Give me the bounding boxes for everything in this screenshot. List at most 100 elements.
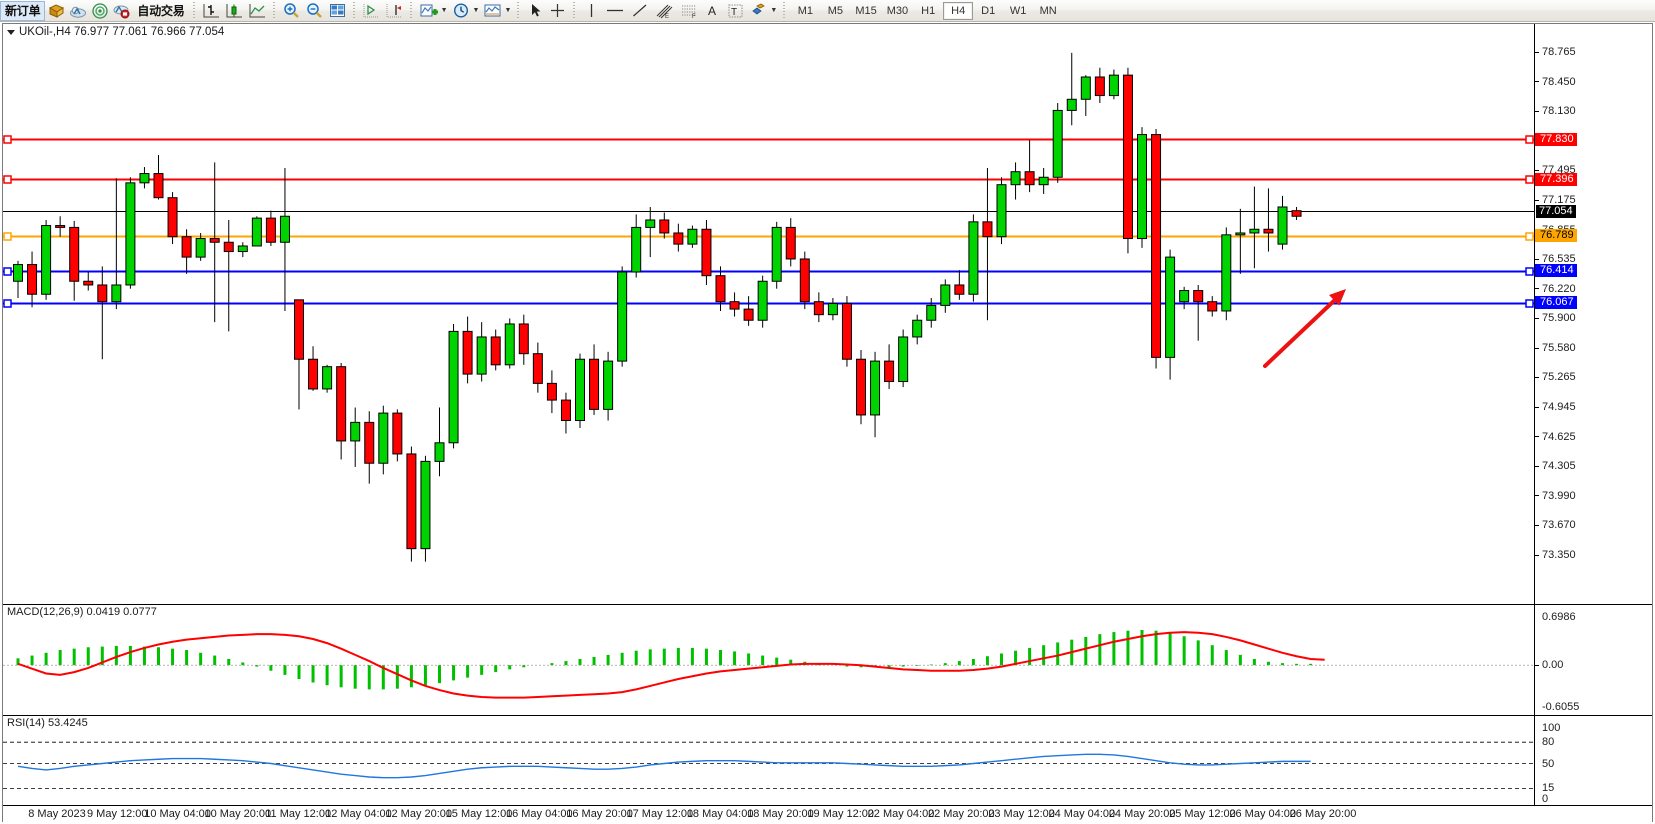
new-order-button[interactable]: 新订单 (0, 0, 46, 21)
candle (687, 228, 698, 245)
auto-scroll-icon[interactable] (360, 1, 383, 21)
timeframe-button-m30[interactable]: M30 (886, 4, 909, 17)
autotrading-button[interactable]: 自动交易 (137, 4, 185, 18)
price-label-resistance-upper[interactable]: 77.830 (1535, 132, 1577, 146)
rsi-axis-tick: 80 (1535, 736, 1554, 748)
timeframe-button-m5[interactable]: M5 (827, 4, 843, 17)
price-level-handle-right-support-lower[interactable] (1525, 299, 1534, 308)
chart-symbol-text: UKOil-,H4 76.977 77.061 76.966 77.054 (19, 26, 225, 38)
price-label-support-lower[interactable]: 76.067 (1535, 296, 1577, 310)
price-axis-tick-label: 73.990 (1542, 489, 1576, 502)
chevron-down-icon[interactable]: ▼ (440, 7, 448, 14)
macd-axis: 0.6986 0.00 -0.6055 (1534, 605, 1652, 715)
fibonacci-retracement-icon[interactable]: F (677, 1, 702, 21)
candle (940, 284, 951, 306)
crosshair-icon[interactable] (546, 1, 569, 21)
candle (673, 232, 684, 245)
price-label-pivot[interactable]: 76.789 (1535, 229, 1577, 243)
line-chart-icon[interactable] (246, 1, 269, 21)
candle (1165, 256, 1176, 358)
toolbar-group-zoom (280, 0, 349, 22)
autotrading-icon[interactable] (111, 1, 133, 21)
open-data-folder-icon[interactable] (45, 1, 67, 21)
price-level-handle-resistance-upper[interactable] (3, 135, 12, 144)
price-level-handle-support-lower[interactable] (3, 299, 12, 308)
price-level-handle-right-support-upper[interactable] (1525, 267, 1534, 276)
price-label-resistance-lower[interactable]: 77.396 (1535, 172, 1577, 186)
candle (434, 442, 445, 462)
timeframe-button-d1[interactable]: D1 (981, 4, 996, 17)
price-chart-plot[interactable] (3, 24, 1534, 604)
candle (743, 308, 754, 321)
time-axis-label: 24 May 20:00 (1108, 808, 1176, 820)
chart-window[interactable]: UKOil-,H4 76.977 77.061 76.966 77.054 78… (2, 23, 1653, 823)
rsi-axis-tick: 50 (1535, 758, 1554, 770)
price-label-support-upper[interactable]: 76.414 (1535, 264, 1577, 278)
chevron-down-icon[interactable]: ▼ (770, 7, 778, 14)
time-axis-label: 23 May 12:00 (988, 808, 1055, 820)
candle (856, 358, 866, 416)
candle (771, 226, 782, 282)
timeframe-button-m15[interactable]: M15 (855, 4, 877, 17)
metaquotes-cloud-icon[interactable] (67, 1, 89, 21)
macd-axis-tick-label: -0.6055 (1542, 701, 1580, 713)
time-axis-label: 12 May 04:00 (325, 808, 392, 820)
templates-icon[interactable] (481, 1, 504, 21)
candle (560, 399, 571, 422)
price-level-handle-right-pivot[interactable] (1525, 232, 1534, 241)
zoom-in-icon[interactable] (280, 1, 303, 21)
toolbar-separator (407, 1, 415, 20)
timeframe-button-h1[interactable]: H1 (921, 4, 936, 17)
vertical-line-icon[interactable] (580, 1, 602, 21)
data-window-icon[interactable] (326, 1, 349, 21)
timeframe-button-mn[interactable]: MN (1039, 4, 1057, 17)
zoom-out-icon[interactable] (303, 1, 326, 21)
timeframe-button-m1[interactable]: M1 (797, 4, 813, 17)
candle (645, 219, 656, 228)
price-axis[interactable]: 78.76578.45078.13077.83077.49577.17576.8… (1534, 24, 1652, 604)
rsi-axis-tick-label: 15 (1542, 782, 1555, 795)
text-label-icon[interactable]: T (724, 1, 747, 21)
candle (350, 421, 361, 442)
price-level-handle-resistance-lower[interactable] (3, 175, 12, 184)
candle (518, 323, 529, 355)
chart-menu-triangle-icon[interactable] (7, 29, 15, 35)
shapes-icon[interactable] (747, 1, 770, 21)
bar-chart-icon[interactable] (200, 1, 223, 21)
candle (659, 219, 670, 234)
macd-plot[interactable] (3, 605, 1534, 715)
candle (41, 225, 52, 295)
cursor-icon[interactable] (524, 1, 546, 21)
timeframe-button-w1[interactable]: W1 (1009, 4, 1027, 17)
text-icon[interactable]: A (702, 1, 724, 21)
price-axis-tick: 75.900 (1535, 312, 1576, 324)
price-level-handle-pivot[interactable] (3, 232, 12, 241)
signals-icon[interactable] (89, 1, 111, 21)
timeframe-button-h4[interactable]: H4 (943, 1, 974, 20)
horizontal-line-icon[interactable] (602, 1, 628, 21)
chevron-down-icon[interactable]: ▼ (472, 7, 480, 14)
time-axis-label: 12 May 20:00 (385, 808, 453, 820)
candle (757, 280, 768, 321)
chevron-down-icon[interactable]: ▼ (504, 7, 512, 14)
price-label-last-price[interactable]: 77.054 (1536, 204, 1576, 218)
candlestick-chart-icon[interactable] (223, 1, 246, 21)
candle (1277, 206, 1288, 245)
trendline-icon[interactable] (628, 1, 652, 21)
periods-clock-icon[interactable] (450, 1, 473, 21)
rsi-axis-tick: 100 (1535, 722, 1560, 734)
macd-axis-tick-label: 0.6986 (1542, 611, 1576, 623)
price-level-handle-support-upper[interactable] (3, 267, 12, 276)
rsi-plot[interactable] (3, 716, 1534, 805)
candle (589, 358, 600, 410)
bullish-arrow[interactable] (1263, 289, 1346, 368)
equidistant-channel-icon[interactable]: E (652, 1, 677, 21)
price-level-handle-right-resistance-lower[interactable] (1525, 175, 1534, 184)
price-level-handle-right-resistance-upper[interactable] (1525, 135, 1534, 144)
chart-symbol-header: UKOil-,H4 76.977 77.061 76.966 77.054 (7, 26, 224, 38)
indicators-add-icon[interactable] (417, 1, 441, 21)
chart-shift-icon[interactable] (383, 1, 406, 21)
time-axis[interactable]: 8 May 2023 9 May 12:00 10 May 04:00 10 May … (3, 805, 1652, 823)
toolbar-separator (270, 1, 278, 20)
price-axis-tick-label: 74.305 (1542, 460, 1576, 473)
